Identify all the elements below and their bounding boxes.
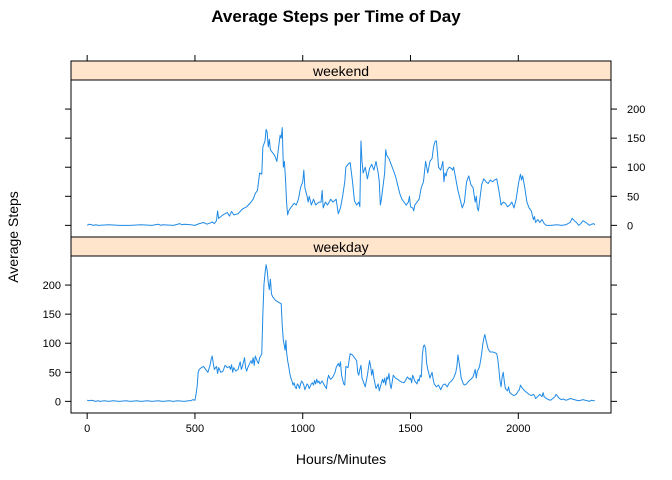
strip-label-weekend: weekend <box>312 63 369 79</box>
chart-title: Average Steps per Time of Day <box>211 7 461 26</box>
y-tick-label: 50 <box>49 367 61 379</box>
y-tick-label: 50 <box>627 191 639 203</box>
data-series <box>86 127 596 402</box>
panel-weekend-frame <box>70 79 612 238</box>
y-tick-label: 150 <box>627 133 645 145</box>
x-tick-label: 500 <box>186 423 204 435</box>
y-tick-label: 200 <box>627 104 645 116</box>
strip-weekend <box>70 60 612 81</box>
x-tick-label: 0 <box>84 423 90 435</box>
strip-label-weekday: weekday <box>312 239 368 255</box>
y-tick-label: 200 <box>43 280 61 292</box>
series-line-weekday <box>87 264 595 402</box>
series-line-weekend <box>86 127 596 226</box>
y-tick-label: 100 <box>43 338 61 350</box>
y-tick-label: 0 <box>627 220 633 232</box>
y-tick-label: 0 <box>55 396 61 408</box>
panel-weekday-frame <box>70 255 612 414</box>
x-tick-label: 1000 <box>290 423 314 435</box>
y-tick-label: 100 <box>627 162 645 174</box>
x-tick-label: 2000 <box>506 423 530 435</box>
y-axis-label: Average Steps <box>5 191 21 283</box>
y-tick-label: 150 <box>43 309 61 321</box>
x-axis-label: Hours/Minutes <box>296 451 386 467</box>
x-tick-label: 1500 <box>398 423 422 435</box>
strip-weekday <box>70 236 612 257</box>
